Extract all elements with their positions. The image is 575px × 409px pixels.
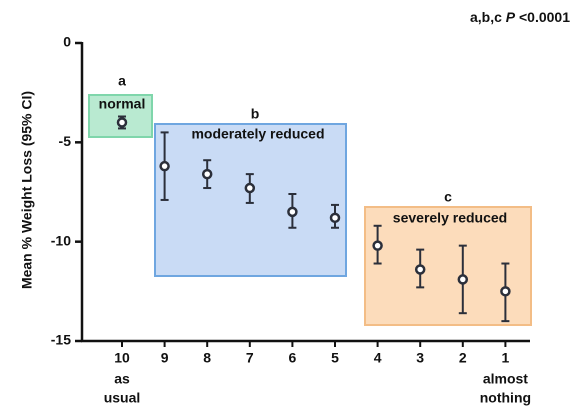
x-tick-label: 3 bbox=[416, 350, 424, 366]
x-tick-label: 5 bbox=[331, 350, 339, 366]
point bbox=[500, 286, 511, 297]
x-sublabel: nothing bbox=[480, 390, 531, 406]
annotation: a,b,c P <0.0001 bbox=[470, 9, 570, 25]
y-tick-label: -10 bbox=[51, 232, 71, 248]
x-tick-label: 4 bbox=[374, 350, 382, 366]
group-letter: c bbox=[444, 189, 452, 205]
x-sublabel: almost bbox=[483, 371, 528, 387]
point bbox=[244, 182, 256, 194]
group-label: normal bbox=[99, 96, 146, 112]
group-box bbox=[88, 94, 153, 138]
point bbox=[329, 212, 341, 224]
x-sublabel: usual bbox=[104, 390, 141, 406]
group-letter: a bbox=[118, 73, 126, 89]
group-label: severely reduced bbox=[393, 210, 507, 226]
point bbox=[159, 160, 170, 172]
x-sublabel: as bbox=[114, 371, 130, 387]
annotation-text: <0.0001 bbox=[519, 9, 570, 25]
point bbox=[372, 240, 383, 251]
group-label: moderately reduced bbox=[191, 126, 324, 142]
annotation-text: a,b,c bbox=[470, 9, 502, 25]
y-tick-label: 0 bbox=[63, 34, 71, 50]
group-letter: b bbox=[251, 106, 260, 122]
x-tick-label: 1 bbox=[502, 350, 510, 366]
point bbox=[287, 206, 298, 218]
x-tick-label: 6 bbox=[289, 350, 297, 366]
x-tick-label: 7 bbox=[246, 350, 254, 366]
y-tick-label: -5 bbox=[59, 133, 72, 149]
y-axis-label: Mean % Weight Loss (95% CI) bbox=[19, 91, 35, 289]
x-tick-label: 10 bbox=[114, 350, 130, 366]
point bbox=[116, 117, 128, 128]
point bbox=[414, 264, 426, 275]
y-tick-label: -15 bbox=[51, 332, 71, 348]
x-tick-label: 2 bbox=[459, 350, 467, 366]
point bbox=[457, 274, 469, 285]
point bbox=[201, 168, 213, 180]
x-tick-label: 8 bbox=[203, 350, 211, 366]
group-box bbox=[364, 206, 532, 326]
annotation-text: P bbox=[506, 9, 516, 25]
x-tick-label: 9 bbox=[161, 350, 169, 366]
